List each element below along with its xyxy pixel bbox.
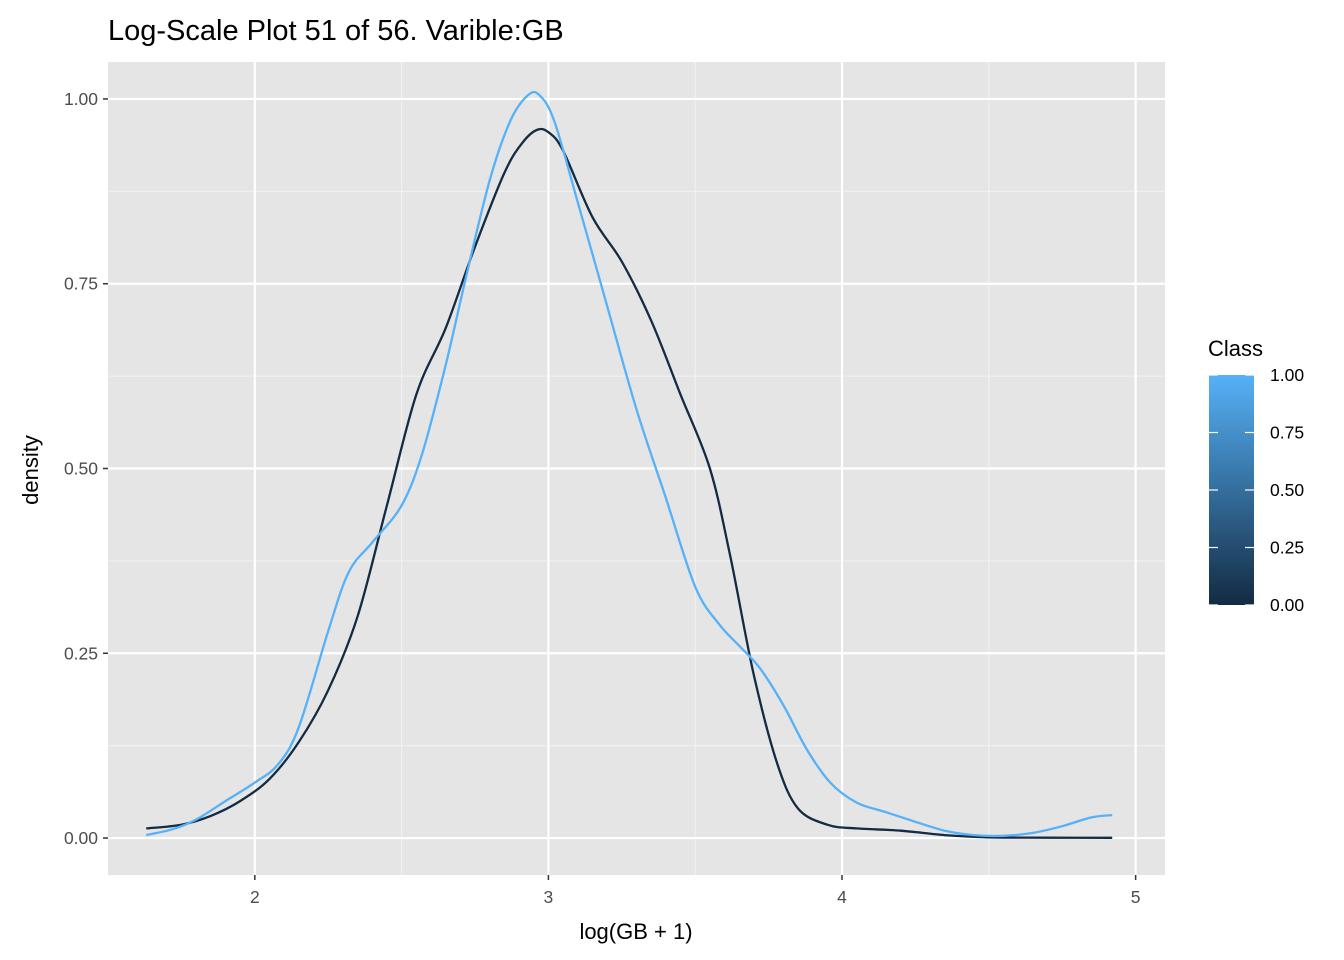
y-tick-label: 0.75: [64, 274, 98, 294]
y-axis: 0.00 0.25 0.50 0.75 1.00: [64, 89, 108, 848]
colorbar-ticks: 0.00 0.25 0.50 0.75 1.00: [1209, 365, 1304, 615]
y-tick-label: 1.00: [64, 89, 98, 109]
density-curves: [145, 90, 1113, 839]
chart-title: Log-Scale Plot 51 of 56. Varible:GB: [108, 15, 564, 47]
y-axis-title: density: [18, 435, 43, 505]
colorbar-label: 0.25: [1270, 538, 1304, 558]
x-axis: 2 3 4 5: [250, 875, 1141, 907]
y-tick-label: 0.00: [64, 828, 98, 848]
colorbar-label: 0.50: [1270, 480, 1304, 500]
x-tick-label: 5: [1131, 887, 1141, 907]
x-tick-label: 4: [837, 887, 847, 907]
colorbar-label: 1.00: [1270, 365, 1304, 385]
major-gridlines: [108, 62, 1165, 875]
y-tick-label: 0.50: [64, 459, 98, 479]
x-tick-label: 2: [250, 887, 260, 907]
x-axis-title: log(GB + 1): [579, 919, 692, 944]
density-line-class-1: [145, 90, 1113, 838]
x-tick-label: 3: [544, 887, 554, 907]
y-tick-label: 0.25: [64, 643, 98, 663]
colorbar-label: 0.00: [1270, 595, 1304, 615]
legend: Class 0.00 0.25 0.50 0.75 1.00: [1208, 336, 1304, 615]
legend-title: Class: [1208, 336, 1263, 361]
colorbar-label: 0.75: [1270, 423, 1304, 443]
